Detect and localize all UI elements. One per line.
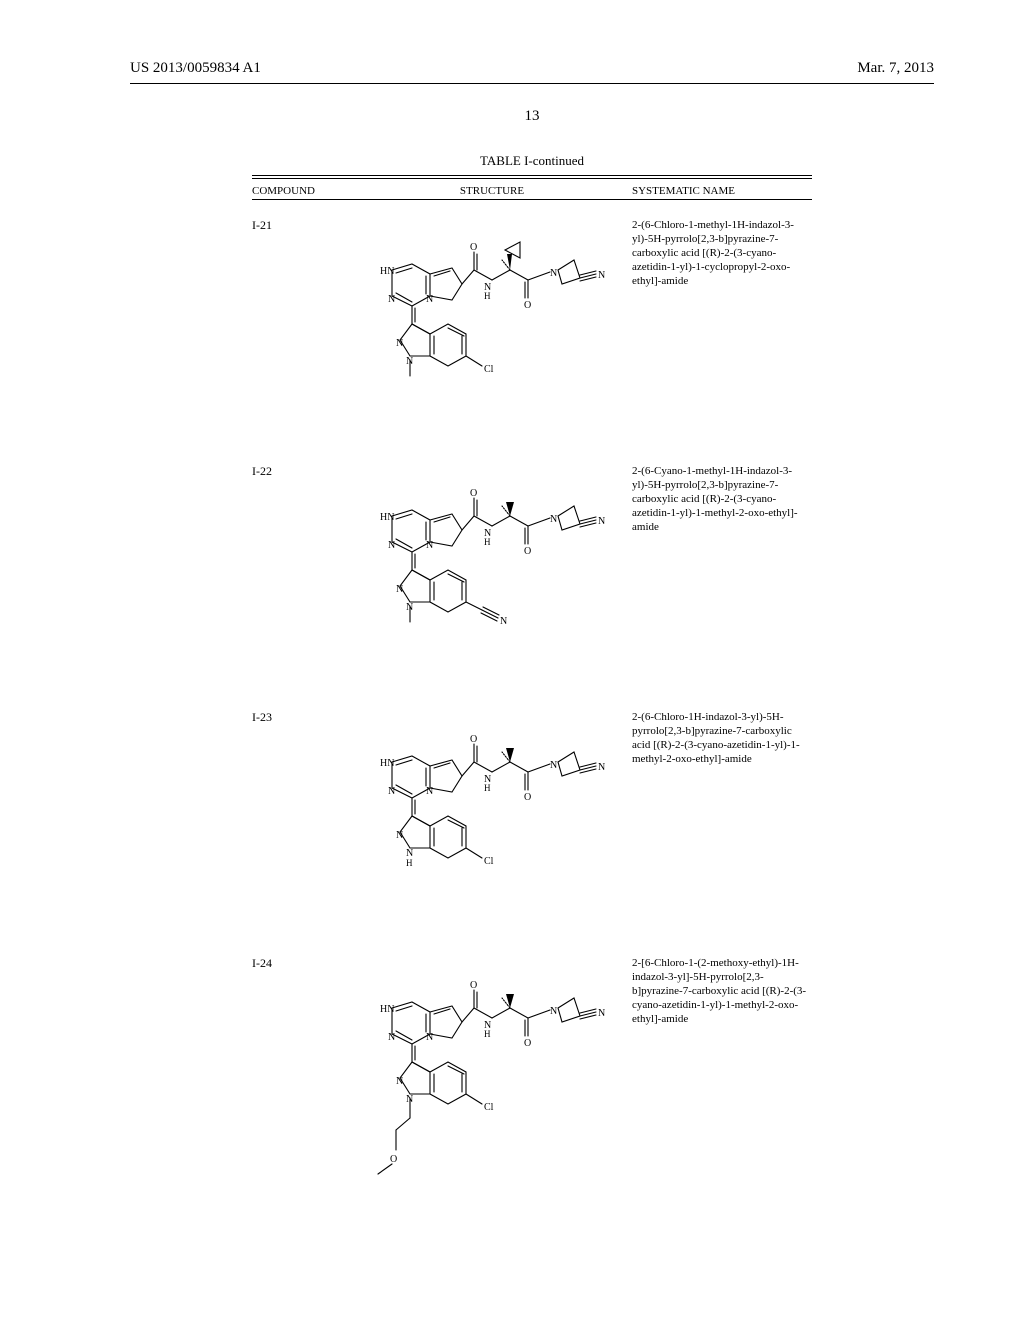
svg-text:N: N <box>598 1008 605 1019</box>
svg-text:Cl: Cl <box>484 1102 494 1113</box>
svg-text:O: O <box>470 980 477 991</box>
col-header-structure: STRUCTURE <box>352 185 632 197</box>
systematic-name: 2-[6-Chloro-1-(2-methoxy-ethyl)-1H-indaz… <box>632 950 812 1026</box>
svg-text:N: N <box>426 1032 433 1043</box>
table-row: I-23 HN N N O N H <box>252 704 812 934</box>
svg-text:H: H <box>484 1029 491 1039</box>
svg-text:N: N <box>550 760 557 771</box>
svg-text:N: N <box>598 516 605 527</box>
svg-text:O: O <box>524 546 531 557</box>
svg-text:H: H <box>406 858 413 868</box>
col-header-systematic-name: SYSTEMATIC NAME <box>632 185 812 197</box>
table-row: I-24 HN N N O N H <box>252 950 812 1230</box>
svg-text:N: N <box>550 268 557 279</box>
compound-id: I-21 <box>252 212 352 233</box>
col-header-compound: COMPOUND <box>252 185 352 197</box>
systematic-name: 2-(6-Chloro-1-methyl-1H-indazol-3-yl)-5H… <box>632 212 812 288</box>
svg-text:N: N <box>396 1076 403 1087</box>
svg-text:N: N <box>426 786 433 797</box>
chemical-structure-icon: HN N N O N H O N <box>352 458 632 688</box>
svg-text:HN: HN <box>380 1004 394 1015</box>
svg-text:HN: HN <box>380 758 394 769</box>
structure-cell: HN N N O N H O N <box>352 704 632 934</box>
compound-id: I-24 <box>252 950 352 971</box>
systematic-name: 2-(6-Chloro-1H-indazol-3-yl)-5H-pyrrolo[… <box>632 704 812 766</box>
page-header: US 2013/0059834 A1 Mar. 7, 2013 <box>130 60 934 77</box>
svg-text:O: O <box>524 792 531 803</box>
chemical-structure-icon: HN N N O N H O N <box>352 704 632 934</box>
svg-text:H: H <box>484 291 491 301</box>
chemical-structure-icon: HN N N O N H <box>352 212 632 442</box>
svg-text:Cl: Cl <box>484 364 494 375</box>
table-row: I-22 HN N N O N H <box>252 458 812 688</box>
svg-text:N: N <box>388 786 395 797</box>
chemical-structure-icon: HN N N O N H O N <box>352 950 632 1230</box>
structure-cell: HN N N O N H O N <box>352 458 632 688</box>
structure-cell: HN N N O N H <box>352 212 632 442</box>
svg-text:N: N <box>598 762 605 773</box>
patent-page: US 2013/0059834 A1 Mar. 7, 2013 13 TABLE… <box>0 0 1024 1320</box>
svg-text:O: O <box>390 1154 397 1165</box>
svg-text:HN: HN <box>380 266 394 277</box>
svg-text:N: N <box>550 1006 557 1017</box>
svg-text:O: O <box>524 300 531 311</box>
svg-text:O: O <box>470 488 477 499</box>
svg-text:N: N <box>426 294 433 305</box>
publication-date: Mar. 7, 2013 <box>857 60 934 77</box>
svg-text:N: N <box>388 294 395 305</box>
page-number: 13 <box>130 108 934 125</box>
svg-text:H: H <box>484 783 491 793</box>
svg-text:O: O <box>470 734 477 745</box>
publication-number: US 2013/0059834 A1 <box>130 60 261 77</box>
svg-text:N: N <box>388 1032 395 1043</box>
svg-text:O: O <box>470 242 477 253</box>
compound-id: I-22 <box>252 458 352 479</box>
svg-text:N: N <box>598 270 605 281</box>
structure-cell: HN N N O N H O N <box>352 950 632 1230</box>
svg-text:N: N <box>396 830 403 841</box>
svg-text:H: H <box>484 537 491 547</box>
svg-text:N: N <box>388 540 395 551</box>
header-rule <box>130 83 934 84</box>
table-column-headers: COMPOUND STRUCTURE SYSTEMATIC NAME <box>252 185 812 197</box>
table-header-rule <box>252 199 812 200</box>
svg-text:N: N <box>396 338 403 349</box>
svg-text:N: N <box>500 616 507 627</box>
svg-text:O: O <box>524 1038 531 1049</box>
compound-id: I-23 <box>252 704 352 725</box>
svg-text:Cl: Cl <box>484 856 494 867</box>
svg-text:N: N <box>396 584 403 595</box>
table-row: I-21 HN N N O <box>252 212 812 442</box>
svg-text:HN: HN <box>380 512 394 523</box>
systematic-name: 2-(6-Cyano-1-methyl-1H-indazol-3-yl)-5H-… <box>632 458 812 534</box>
table-caption: TABLE I-continued <box>130 153 934 169</box>
svg-text:N: N <box>550 514 557 525</box>
table-top-rule <box>252 175 812 179</box>
svg-text:N: N <box>426 540 433 551</box>
